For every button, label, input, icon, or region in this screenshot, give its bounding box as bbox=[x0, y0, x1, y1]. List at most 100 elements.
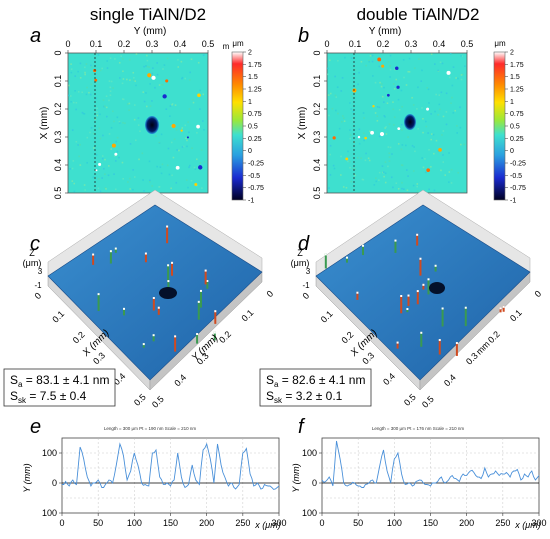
profile-f-y-tick-label: 100 bbox=[302, 448, 317, 458]
colorbar-b-tick-label: 1.75 bbox=[510, 62, 524, 69]
d-y-tick-label: 0.1 bbox=[508, 308, 524, 324]
spikes-c-spike bbox=[213, 331, 216, 341]
profile-f-y-axis-title: Y (mm) bbox=[291, 463, 301, 492]
d-x-tick-label: 0.4 bbox=[381, 371, 397, 387]
stats-left-sa-eq: = bbox=[22, 373, 36, 387]
stats-right-sa-label: S bbox=[266, 373, 274, 387]
d-y-tick-label: 0.4 bbox=[442, 372, 458, 388]
panel-letter-d: d bbox=[298, 233, 310, 255]
spikes-c-spike bbox=[144, 252, 147, 263]
spikes-c-spike bbox=[157, 306, 160, 315]
c-x-tick-label: 0 bbox=[33, 291, 44, 302]
map-a-top-tick-label: 0.1 bbox=[90, 39, 103, 49]
panel-letter-e: e bbox=[30, 416, 41, 438]
colorbar-b-tick-label: 0.5 bbox=[510, 124, 520, 131]
stats-left-sa-value: 83.1 ± 4.1 nm bbox=[36, 373, 109, 387]
profile-e: Length = 300 μm Pt = 190 nm Scale = 210 … bbox=[22, 426, 287, 530]
map-a-top-tick-label: 0.4 bbox=[174, 39, 187, 49]
colorbar-a-gradient bbox=[231, 51, 244, 201]
profile-f-x-tick-label: 50 bbox=[353, 518, 363, 528]
stats-right-sa-value: 82.6 ± 4.1 nm bbox=[292, 373, 365, 387]
profile-f-x-tick-label: 100 bbox=[387, 518, 402, 528]
left-title: single TiAlN/D2 bbox=[90, 5, 206, 24]
map-b-top-tick-label: 0.3 bbox=[405, 39, 418, 49]
spikes-c-spike bbox=[152, 334, 155, 342]
colorbar-a-tick-label: 0.25 bbox=[248, 136, 262, 143]
profile-f-header: Length = 300 μm Pt = 176 nm Scale = 210 … bbox=[372, 426, 465, 431]
colorbar-a-tick-label: 1 bbox=[248, 99, 252, 106]
spikes-c-spike bbox=[97, 293, 100, 312]
map-a-top-tick-label: 0.2 bbox=[118, 39, 131, 49]
spikes-c-spike bbox=[199, 289, 202, 308]
c-y-tick-label: 0.2 bbox=[217, 329, 233, 345]
colorbar-a-tick-label: 0 bbox=[248, 148, 252, 155]
colorbar-b-gradient bbox=[493, 51, 506, 201]
colorbar-a: μm m 2 1.75 1.5 1.25 1 0.75 0.5 0.25 0 -0.25 -0.5 -… bbox=[223, 39, 264, 205]
spikes-d-spike bbox=[434, 264, 437, 272]
colorbar-a-tick-label: 0.75 bbox=[248, 111, 262, 118]
profile-e-x-tick-label: 250 bbox=[235, 518, 250, 528]
map-a-pit bbox=[145, 116, 159, 134]
colorbar-b-tick-label: 1.25 bbox=[510, 87, 524, 94]
panel-letter-b: b bbox=[298, 25, 309, 47]
colorbar-a-tick-label: 2 bbox=[248, 50, 252, 57]
profile-f-x-axis-title: x (μm) bbox=[514, 520, 540, 530]
panel-letter-c: c bbox=[30, 233, 40, 255]
colorbar-b-tick-label: 0.75 bbox=[510, 111, 524, 118]
map-a-x-axis-title: X (mm) bbox=[39, 107, 50, 140]
colorbar-b-tick-label: -1 bbox=[510, 198, 516, 205]
map-a-texture bbox=[68, 53, 206, 193]
spikes-c-spike bbox=[152, 296, 155, 311]
colorbar-a-tick-label: -0.5 bbox=[248, 173, 260, 180]
d-x-tick-label: 0 bbox=[301, 291, 312, 302]
view3d-c-z-label: Z bbox=[29, 248, 35, 258]
profile-e-line bbox=[62, 442, 280, 490]
profile-f-x-tick-label: 0 bbox=[319, 518, 324, 528]
spikes-d-spike bbox=[438, 339, 441, 355]
profile-e-x-tick-label: 200 bbox=[199, 518, 214, 528]
spikes-c-spike bbox=[109, 250, 112, 264]
map-b-surface bbox=[326, 52, 468, 194]
spikes-d-spike bbox=[362, 244, 365, 256]
colorbar-a-tick-label: -0.25 bbox=[248, 161, 264, 168]
spikes-d-spike bbox=[394, 239, 397, 253]
profile-f-line bbox=[321, 440, 540, 488]
spikes-d-spike bbox=[419, 257, 422, 276]
stats-box-right: Sa = 82.6 ± 4.1 nm Ssk = 3.2 ± 0.1 bbox=[259, 368, 372, 407]
stats-right-sa-eq: = bbox=[278, 373, 292, 387]
profile-e-x-tick-label: 100 bbox=[127, 518, 142, 528]
map-b-pit bbox=[404, 114, 416, 130]
map-a-top-tick-label: 0 bbox=[65, 39, 70, 49]
map-a-left-tick-label: 0.2 bbox=[53, 103, 63, 116]
map-b-top-tick-label: 0 bbox=[324, 39, 329, 49]
c-y-tick-label: 0 bbox=[265, 289, 276, 300]
spikes-c-spike bbox=[174, 335, 177, 352]
view3d-c-z-tick-bottom: -1 bbox=[34, 281, 42, 290]
view3d-d-z-unit: (μm) bbox=[291, 258, 310, 268]
view3d-d-z-label: Z bbox=[297, 248, 303, 258]
map-b-left-tick-label: 0.5 bbox=[312, 187, 322, 200]
view3d-d-pit bbox=[429, 282, 445, 294]
profile-f-x-tick-label: 150 bbox=[423, 518, 438, 528]
colorbar-b-tick-label: 1 bbox=[510, 99, 514, 106]
map-b-top-tick-label: 0.1 bbox=[349, 39, 362, 49]
spikes-d-spike bbox=[324, 253, 327, 269]
profile-e-x-tick-label: 0 bbox=[59, 518, 64, 528]
spikes-d-spike bbox=[455, 342, 458, 356]
c-y-tick-label: 0.5 bbox=[150, 394, 166, 410]
profile-e-x-tick-label: 300 bbox=[271, 518, 286, 528]
stats-left-ssk-value: 7.5 ± 0.4 bbox=[40, 389, 87, 403]
stats-left-sa-label: S bbox=[10, 373, 18, 387]
stats-left-ssk-sub: sk bbox=[18, 396, 27, 405]
spikes-c-spike bbox=[114, 247, 117, 253]
spikes-c-spike bbox=[142, 343, 145, 348]
spikes-d-spike bbox=[396, 341, 399, 349]
spikes-d-spike bbox=[441, 307, 444, 327]
spikes-d-spike bbox=[422, 283, 425, 290]
spikes-c-spike bbox=[196, 333, 199, 344]
spikes-c-spike bbox=[166, 225, 169, 244]
profile-f-y-tick-label: 100 bbox=[302, 508, 317, 518]
profile-e-y-tick-label: 100 bbox=[42, 508, 57, 518]
spikes-c-spike bbox=[171, 261, 174, 276]
